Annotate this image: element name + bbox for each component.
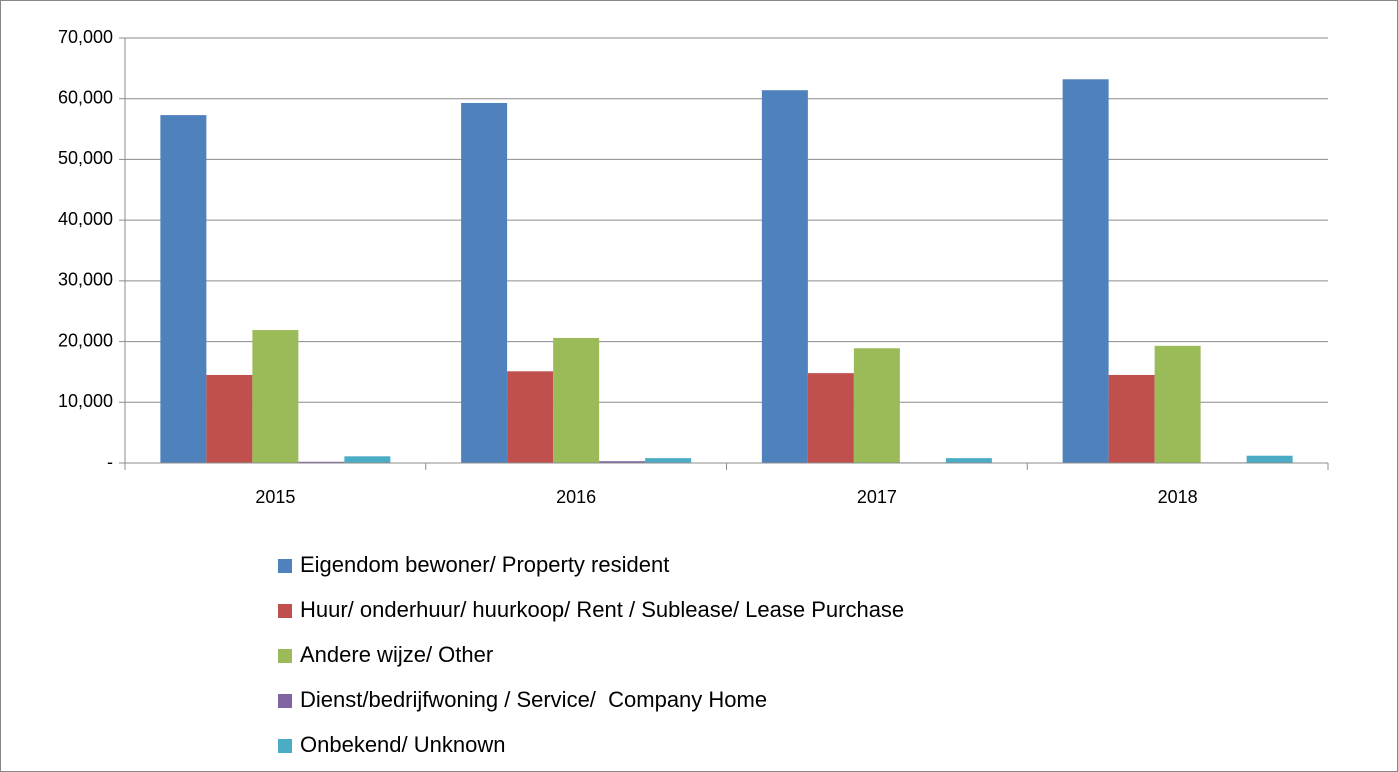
y-tick-label: 50,000 [58, 148, 113, 168]
bar [1062, 79, 1109, 464]
y-tick-label: - [107, 452, 113, 472]
y-tick-label: 30,000 [58, 270, 113, 290]
legend-swatch [278, 694, 292, 708]
x-tick-label: 2017 [857, 487, 897, 507]
bar [1246, 455, 1293, 463]
x-tick-label: 2015 [255, 487, 295, 507]
x-tick-label: 2018 [1158, 487, 1198, 507]
bar [507, 371, 554, 463]
bar [461, 102, 508, 463]
legend-label: Huur/ onderhuur/ huurkoop/ Rent / Sublea… [300, 597, 904, 622]
bar [298, 461, 345, 463]
bar [645, 458, 692, 463]
bar [160, 115, 207, 463]
y-tick-label: 10,000 [58, 391, 113, 411]
bar [1154, 345, 1201, 463]
bar [599, 461, 646, 463]
bar [252, 330, 299, 463]
y-tick-label: 60,000 [58, 87, 113, 107]
legend-swatch [278, 559, 292, 573]
legend-label: Andere wijze/ Other [300, 642, 493, 667]
bar [761, 90, 808, 463]
bar [206, 374, 253, 463]
bar [1108, 374, 1155, 463]
bar [344, 456, 391, 463]
x-tick-label: 2016 [556, 487, 596, 507]
bar [807, 373, 854, 463]
y-tick-label: 20,000 [58, 330, 113, 350]
legend-label: Eigendom bewoner/ Property resident [300, 552, 669, 577]
legend-label: Onbekend/ Unknown [300, 732, 505, 757]
bar [945, 458, 992, 463]
y-tick-label: 70,000 [58, 27, 113, 47]
y-tick-label: 40,000 [58, 209, 113, 229]
legend-swatch [278, 739, 292, 753]
bar [853, 348, 900, 463]
legend-label: Dienst/bedrijfwoning / Service/ Company … [300, 687, 767, 712]
legend-swatch [278, 649, 292, 663]
legend-swatch [278, 604, 292, 618]
bar [553, 337, 600, 463]
